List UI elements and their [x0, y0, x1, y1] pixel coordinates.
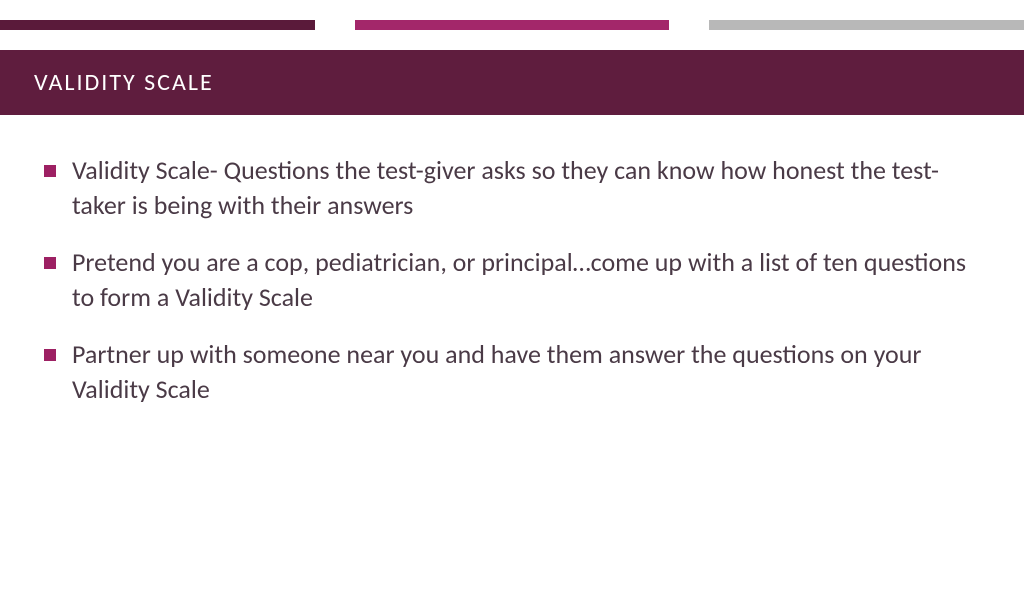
accent-bar-2 [355, 20, 670, 30]
accent-bar-3 [709, 20, 1024, 30]
bullet-list: Validity Scale- Questions the test-giver… [44, 153, 980, 408]
title-band: VALIDITY SCALE [0, 50, 1024, 115]
content-area: Validity Scale- Questions the test-giver… [0, 115, 1024, 408]
top-accent-bars [0, 20, 1024, 30]
bullet-item: Pretend you are a cop, pediatrician, or … [44, 245, 980, 315]
accent-bar-1 [0, 20, 315, 30]
bullet-item: Validity Scale- Questions the test-giver… [44, 153, 980, 223]
bullet-item: Partner up with someone near you and hav… [44, 337, 980, 407]
slide-title: VALIDITY SCALE [34, 68, 990, 97]
